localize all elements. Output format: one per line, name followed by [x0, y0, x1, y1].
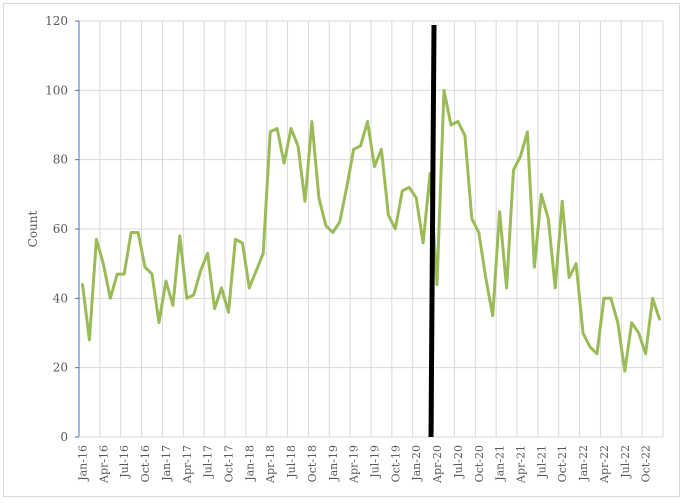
- y-tick-label: 40: [53, 291, 68, 305]
- x-tick-label: Jan-16: [76, 445, 89, 482]
- x-tick-label: Jul-18: [285, 445, 298, 479]
- x-tick-label: Apr-17: [181, 445, 194, 484]
- y-axis-title: Count: [26, 210, 40, 247]
- x-tick-label: Oct-22: [640, 445, 653, 482]
- x-tick-label: Jul-19: [368, 445, 381, 479]
- x-tick-label: Oct-18: [306, 445, 319, 482]
- x-tick-label: Jan-19: [327, 445, 340, 482]
- axes: [75, 20, 663, 438]
- x-tick-label: Apr-22: [598, 445, 611, 484]
- x-tick-label: Apr-21: [514, 445, 527, 484]
- x-tick-label: Apr-18: [264, 445, 277, 484]
- x-tick-label: Oct-17: [222, 445, 235, 482]
- x-tick-label: Apr-20: [431, 445, 444, 484]
- x-tick-label: Apr-19: [348, 445, 361, 484]
- x-tick-label: Jul-20: [452, 445, 465, 479]
- x-tick-label: Apr-16: [97, 445, 110, 484]
- x-tick-label: Jul-21: [535, 445, 548, 479]
- x-axis-ticks: Jan-16 Apr-16 Jul-16 Oct-16 Jan-17 Apr-17 Jul-…: [76, 445, 652, 484]
- gridlines: [79, 20, 664, 437]
- y-tick-label: 0: [60, 430, 68, 444]
- x-tick-label: Jan-21: [494, 445, 507, 482]
- y-tick-label: 80: [53, 153, 68, 167]
- x-tick-label: Jan-18: [243, 445, 256, 482]
- y-tick-label: 20: [53, 361, 68, 375]
- y-tick-label: 120: [45, 14, 68, 28]
- data-series-line: [81, 88, 661, 373]
- y-axis-ticks: 0 20 40 60 80 100 120: [45, 14, 68, 444]
- x-tick-label: Jan-17: [160, 445, 173, 482]
- x-tick-label: Jan-20: [410, 445, 423, 482]
- x-tick-label: Jul-17: [202, 445, 215, 479]
- y-tick-label: 60: [53, 222, 68, 236]
- x-tick-label: Oct-16: [139, 445, 152, 482]
- x-tick-label: Oct-21: [556, 445, 569, 482]
- x-tick-label: Jul-16: [118, 445, 131, 479]
- y-tick-label: 100: [45, 83, 68, 97]
- x-tick-label: Jul-22: [619, 445, 632, 479]
- x-tick-label: Jan-22: [577, 445, 590, 482]
- x-tick-label: Oct-20: [473, 445, 486, 482]
- vertical-marker-line: [428, 24, 437, 438]
- x-tick-label: Oct-19: [389, 445, 402, 482]
